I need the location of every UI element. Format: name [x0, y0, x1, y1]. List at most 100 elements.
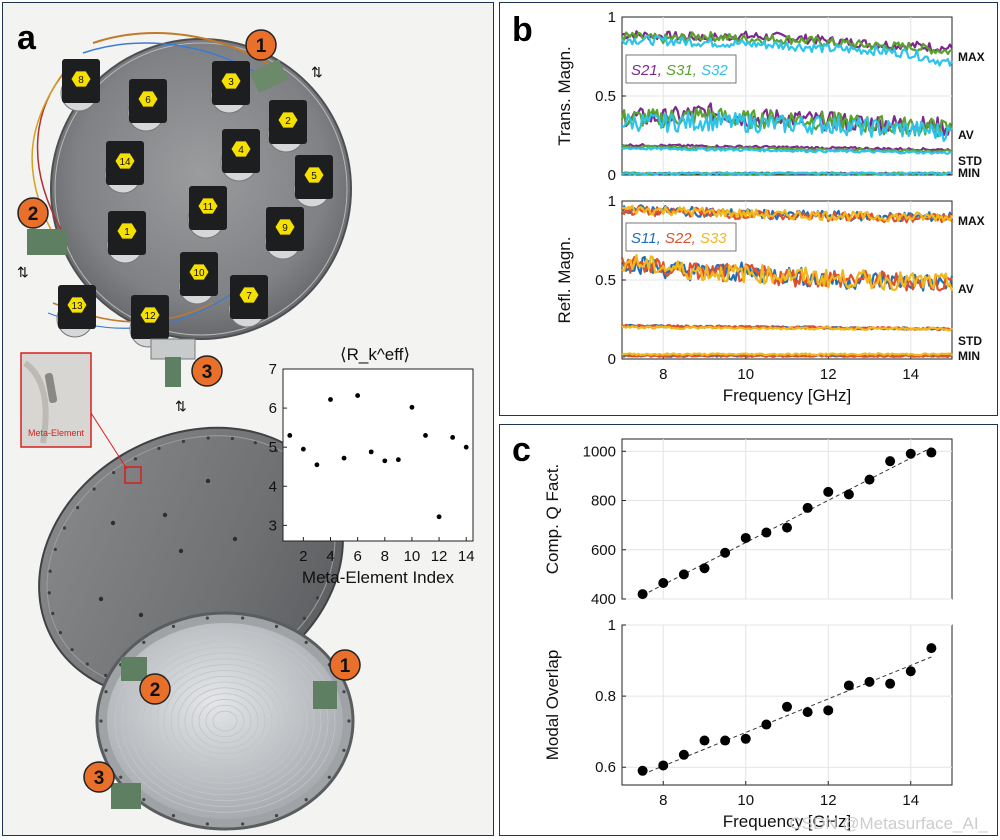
port-badge-3-bottom-label: 3: [94, 768, 105, 789]
screw-hole: [342, 748, 346, 752]
corrugation-ring: [156, 664, 294, 778]
screw-hole: [304, 640, 308, 645]
screw-hole: [70, 648, 74, 652]
stat-label: AV: [958, 282, 974, 296]
fit-line: [642, 447, 932, 596]
legend-entry: S21,: [631, 62, 666, 79]
corrugation-ring: [212, 710, 238, 732]
element-number-label: 14: [119, 157, 131, 168]
port-badge-1-bottom-label: 1: [340, 656, 351, 677]
corrugation-ring: [121, 635, 329, 807]
element-hole: [232, 536, 238, 542]
data-point: [637, 765, 648, 776]
panel-a: a 1 2 3 4 5 6 7 8 9 10 11 12 13 14 1 2: [2, 2, 494, 836]
panel-a-letter: a: [17, 19, 37, 57]
data-point: [463, 444, 469, 450]
port-badge-3-label: 3: [202, 362, 213, 383]
element-number-label: 3: [228, 77, 234, 88]
panel-c: c 400 600 800 1000 Comp. Q Fact. 0.6 0.8 1 8 10 1…: [499, 424, 998, 836]
corrugation-ring: [191, 693, 259, 749]
screw-hole: [133, 457, 138, 461]
y-axis-label: Modal Overlap: [543, 650, 562, 761]
y-tick-label: 800: [591, 493, 616, 510]
cavity-base-photo: [95, 611, 355, 831]
screw-hole: [205, 822, 209, 826]
screw-hole: [274, 449, 278, 453]
data-point: [355, 393, 361, 398]
watermark: CSDN @Metasurface_AI_: [789, 814, 988, 833]
legend-entry: S32: [701, 62, 728, 79]
y-tick-label: 400: [591, 591, 616, 608]
stat-label: AV: [958, 128, 974, 142]
element-number-badge: [238, 286, 260, 304]
element-number-badge: [139, 306, 161, 324]
data-point: [699, 563, 710, 574]
stat-label: STD: [958, 154, 982, 168]
y-axis-label: Refl. Magn.: [555, 237, 574, 324]
screw-hole: [112, 470, 116, 475]
legend-text: S21, S31, S32: [631, 62, 728, 79]
element-number-label: 7: [246, 291, 252, 302]
port-badge-2: 2: [17, 197, 49, 229]
port-badge-1-bottom: 1: [329, 649, 361, 681]
series-line: [621, 353, 953, 358]
element-number-badge: [197, 197, 219, 215]
element-number-badge: [66, 296, 88, 314]
plot-area: [621, 438, 953, 600]
screw-hole: [205, 616, 209, 620]
screw-hole: [53, 547, 57, 552]
screw-hole: [304, 797, 308, 802]
screw-hole: [171, 624, 176, 628]
stat-label: MAX: [958, 214, 985, 228]
data-point: [926, 447, 937, 458]
data-point: [761, 527, 772, 538]
port-badge-2-bottom-label: 2: [150, 680, 161, 701]
element-number-label: 11: [203, 202, 214, 213]
arrow-icon: ⇅: [311, 64, 323, 80]
element-number-label: 9: [282, 223, 288, 234]
panel-b-letter: b: [512, 11, 533, 49]
screw-hole: [119, 775, 123, 779]
port-badge-3-bottom: 3: [83, 761, 115, 793]
y-tick-label: 600: [591, 542, 616, 559]
element-number-badge: [188, 263, 210, 281]
data-point: [885, 456, 896, 467]
data-point: [409, 404, 415, 410]
data-point: [905, 448, 916, 459]
y-tick-label: 0.8: [595, 688, 616, 705]
y-tick-label: 6: [269, 400, 277, 417]
screw-hole: [76, 506, 80, 510]
x-axis-label: Frequency [GHz]: [723, 386, 852, 405]
data-point: [823, 705, 834, 716]
series-line: [620, 256, 953, 292]
modal-overlap-chart: 0.6 0.8 1 8 10 12 14 Modal Overlap Frequency [GH…: [543, 617, 953, 831]
element-number-label: 8: [78, 75, 84, 86]
inset-title: ⟨R_k^eff⟩: [340, 345, 410, 364]
data-point: [328, 397, 333, 402]
data-point: [843, 680, 854, 691]
plot-area: [282, 368, 474, 542]
screw-hole: [230, 436, 234, 441]
corrugation-ring: [128, 640, 322, 802]
element-number-label: 10: [193, 268, 205, 279]
data-point: [740, 733, 751, 744]
screw-hole: [347, 719, 351, 723]
x-tick-label: 2: [299, 548, 307, 565]
series-line: [621, 254, 954, 292]
screw-hole: [330, 553, 334, 557]
reflection-magnitude-chart: 0 0.5 1 8 10 12 14 Refl. Magn. Frequency [GHz] S1…: [555, 193, 985, 405]
screw-hole: [99, 719, 103, 723]
data-point: [740, 532, 751, 543]
x-tick-label: 12: [431, 548, 448, 565]
element-hole: [178, 548, 184, 554]
screw-hole: [253, 441, 257, 445]
y-tick-label: 3: [269, 517, 277, 534]
corrugation-ring: [177, 681, 273, 761]
screw-hole: [104, 690, 108, 694]
element-hole: [205, 478, 211, 484]
element-hole: [138, 612, 144, 618]
data-point: [843, 489, 854, 500]
data-point: [395, 457, 401, 463]
stat-label: STD: [958, 334, 982, 348]
